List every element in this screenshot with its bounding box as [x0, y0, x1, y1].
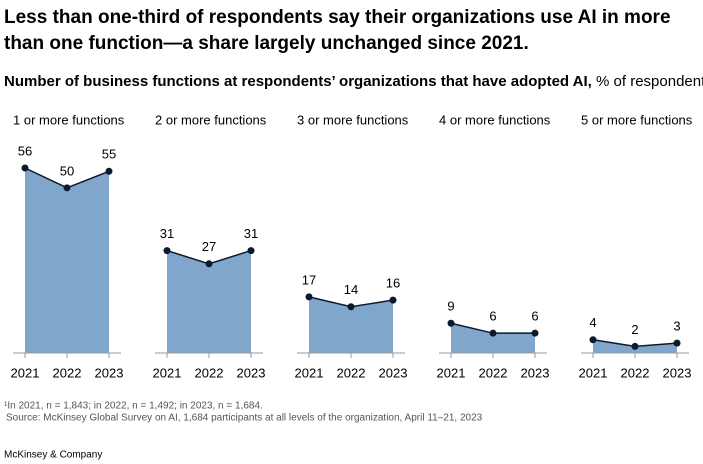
value-label: 27: [202, 239, 216, 254]
point: [205, 260, 213, 268]
title-line: than one function—a share largely unchan…: [4, 33, 529, 54]
point: [489, 329, 497, 337]
point: [305, 293, 313, 301]
value-label: 4: [589, 315, 596, 330]
x-tick-label: 2021: [579, 365, 608, 380]
x-tick-label: 2022: [337, 365, 366, 380]
point: [247, 247, 255, 255]
brand: McKinsey & Company: [4, 450, 102, 461]
x-tick-label: 2023: [95, 365, 124, 380]
x-tick-label: 2023: [379, 365, 408, 380]
source: Source: McKinsey Global Survey on AI, 1,…: [6, 413, 483, 424]
panel-title: 2 or more functions: [155, 112, 267, 127]
x-tick-label: 2022: [195, 365, 224, 380]
x-tick-label: 2021: [153, 365, 182, 380]
area: [309, 296, 393, 353]
area: [167, 250, 251, 353]
value-label: 17: [302, 272, 316, 287]
panel-title: 3 or more functions: [297, 112, 409, 127]
x-tick-label: 2023: [663, 365, 692, 380]
area: [25, 168, 109, 353]
value-label: 6: [489, 309, 496, 324]
value-label: 3: [673, 319, 680, 334]
value-label: 9: [447, 299, 454, 314]
area: [451, 323, 535, 353]
point: [673, 339, 681, 347]
point: [347, 303, 355, 311]
point: [531, 329, 539, 337]
value-label: 2: [631, 322, 638, 337]
point: [589, 336, 597, 344]
point: [105, 167, 113, 175]
panel-title: 5 or more functions: [581, 112, 693, 127]
value-label: 16: [386, 276, 400, 291]
value-label: 55: [102, 147, 116, 162]
point: [631, 342, 639, 350]
value-label: 6: [531, 309, 538, 324]
title-line: Less than one-third of respondents say t…: [4, 7, 671, 28]
subtitle-bold: Number of business functions at responde…: [4, 73, 592, 90]
x-tick-label: 2023: [237, 365, 266, 380]
panel-title: 4 or more functions: [439, 112, 551, 127]
point: [63, 184, 71, 192]
value-label: 31: [244, 226, 258, 241]
point: [389, 296, 397, 304]
x-tick-label: 2021: [11, 365, 40, 380]
point: [163, 247, 171, 255]
subtitle-unit: % of respondents: [596, 73, 703, 90]
x-tick-label: 2022: [53, 365, 82, 380]
x-tick-label: 2022: [621, 365, 650, 380]
point: [447, 319, 455, 327]
point: [21, 164, 29, 172]
x-tick-label: 2023: [521, 365, 550, 380]
value-label: 50: [60, 163, 74, 178]
x-tick-label: 2021: [295, 365, 324, 380]
panel-title: 1 or more functions: [13, 112, 125, 127]
x-tick-label: 2021: [437, 365, 466, 380]
value-label: 56: [18, 143, 32, 158]
subtitle: Number of business functions at responde…: [4, 70, 703, 90]
x-tick-label: 2022: [479, 365, 508, 380]
value-label: 14: [344, 282, 358, 297]
footnote: ¹In 2021, n = 1,843; in 2022, n = 1,492;…: [4, 401, 263, 412]
value-label: 31: [160, 226, 174, 241]
